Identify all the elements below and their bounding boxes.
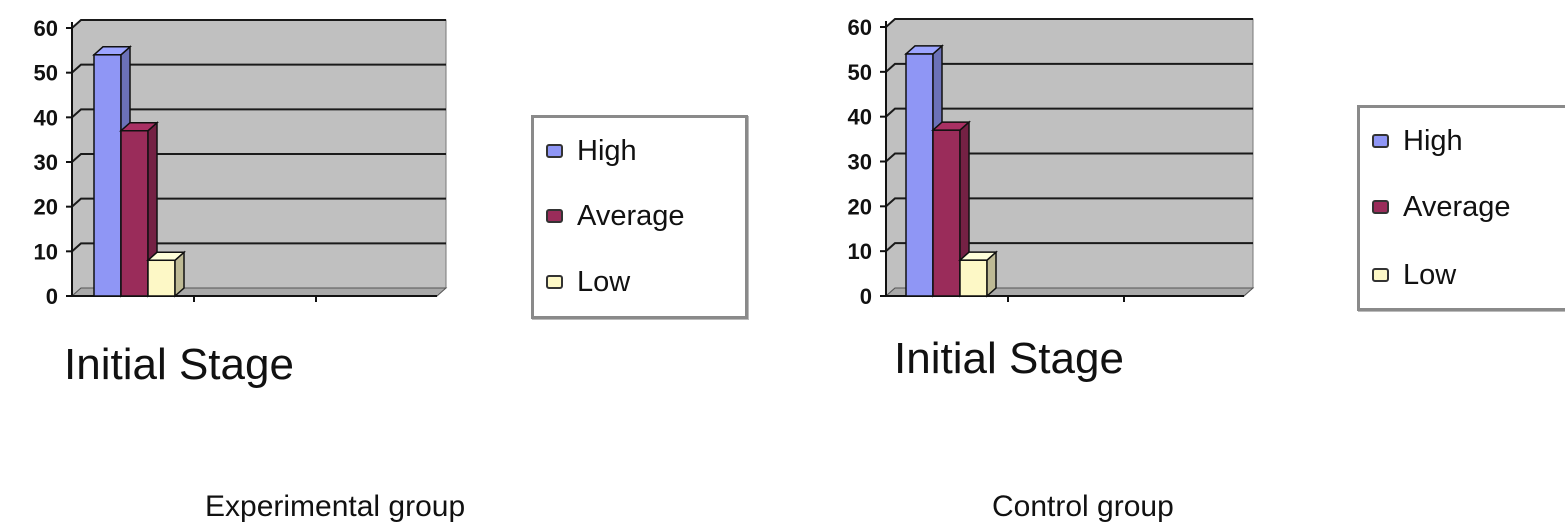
bar-top [958, 251, 998, 261]
chart-panel-control: 0 10 20 30 40 50 60 Initial Stage High Average… [782, 0, 1565, 528]
gridline [885, 62, 1253, 73]
legend-label-average: Average [1403, 190, 1511, 223]
legend-swatch-average [546, 209, 563, 223]
legend: High Average Low [1357, 105, 1565, 311]
chart-caption: Experimental group [205, 490, 466, 523]
gridline [885, 197, 1253, 208]
gridline [885, 18, 1253, 28]
legend-label-high: High [577, 134, 637, 167]
y-tick-label: 10 [34, 239, 58, 264]
chart-panel-experimental: 0 10 20 30 40 50 60 Initial Stage High Average… [0, 0, 782, 528]
bar-low [146, 250, 186, 298]
y-tick-label: 50 [34, 61, 58, 86]
legend-swatch-high [546, 144, 563, 158]
legend-label-high: High [1403, 124, 1463, 157]
bar-front [147, 259, 176, 297]
legend-swatch-low [1372, 268, 1389, 282]
y-tick-label: 20 [34, 195, 58, 220]
legend-label-low: Low [577, 265, 631, 298]
y-tick-label: 0 [860, 284, 872, 309]
legend-item-average: Average [1372, 190, 1511, 224]
legend-label-low: Low [1403, 258, 1457, 291]
chart-caption: Control group [992, 490, 1174, 523]
bar-top [92, 46, 132, 56]
gridline [71, 19, 446, 29]
legend-item-high: High [1372, 124, 1463, 158]
y-tick-label: 50 [848, 60, 872, 85]
bar-front [93, 54, 122, 297]
legend-swatch-low [546, 275, 563, 289]
gridline [71, 153, 446, 163]
legend-item-low: Low [546, 265, 630, 299]
gridline [71, 63, 446, 74]
legend: High Average Low [531, 115, 748, 319]
y-tick-label: 60 [34, 16, 58, 41]
legend-item-average: Average [546, 199, 685, 233]
legend-item-high: High [546, 134, 637, 168]
category-label: Initial Stage [64, 340, 294, 389]
category-label: Initial Stage [894, 334, 1124, 383]
bar-top [904, 45, 944, 55]
y-tick-label: 40 [848, 105, 872, 130]
y-tick-label: 30 [848, 150, 872, 175]
bar-front [932, 129, 961, 297]
bar-average [119, 121, 159, 298]
y-tick-label: 0 [46, 284, 58, 309]
bar-front [905, 53, 934, 297]
y-tick-label: 40 [34, 105, 58, 130]
bar-low [958, 250, 998, 298]
gridline [71, 242, 446, 253]
gridline [885, 242, 1253, 252]
y-tick-label: 60 [848, 15, 872, 40]
y-tick-label: 10 [848, 239, 872, 264]
bar-chart-experimental: 0 10 20 30 40 50 60 [34, 16, 448, 309]
bar-front [120, 129, 149, 297]
legend-item-low: Low [1372, 258, 1456, 292]
gridline [71, 108, 446, 119]
legend-label-average: Average [577, 199, 685, 232]
y-tick-label: 20 [848, 194, 872, 219]
bar-top [931, 121, 971, 131]
bar-front [959, 259, 988, 297]
bar-top [119, 121, 159, 132]
y-tick-label: 30 [34, 150, 58, 175]
bar-chart-control: 0 10 20 30 40 50 60 [848, 15, 1255, 309]
legend-swatch-average [1372, 200, 1389, 214]
gridline [71, 197, 446, 208]
gridline [885, 107, 1253, 118]
legend-swatch-high [1372, 134, 1389, 148]
bar-top [146, 251, 186, 262]
gridline [885, 152, 1253, 163]
